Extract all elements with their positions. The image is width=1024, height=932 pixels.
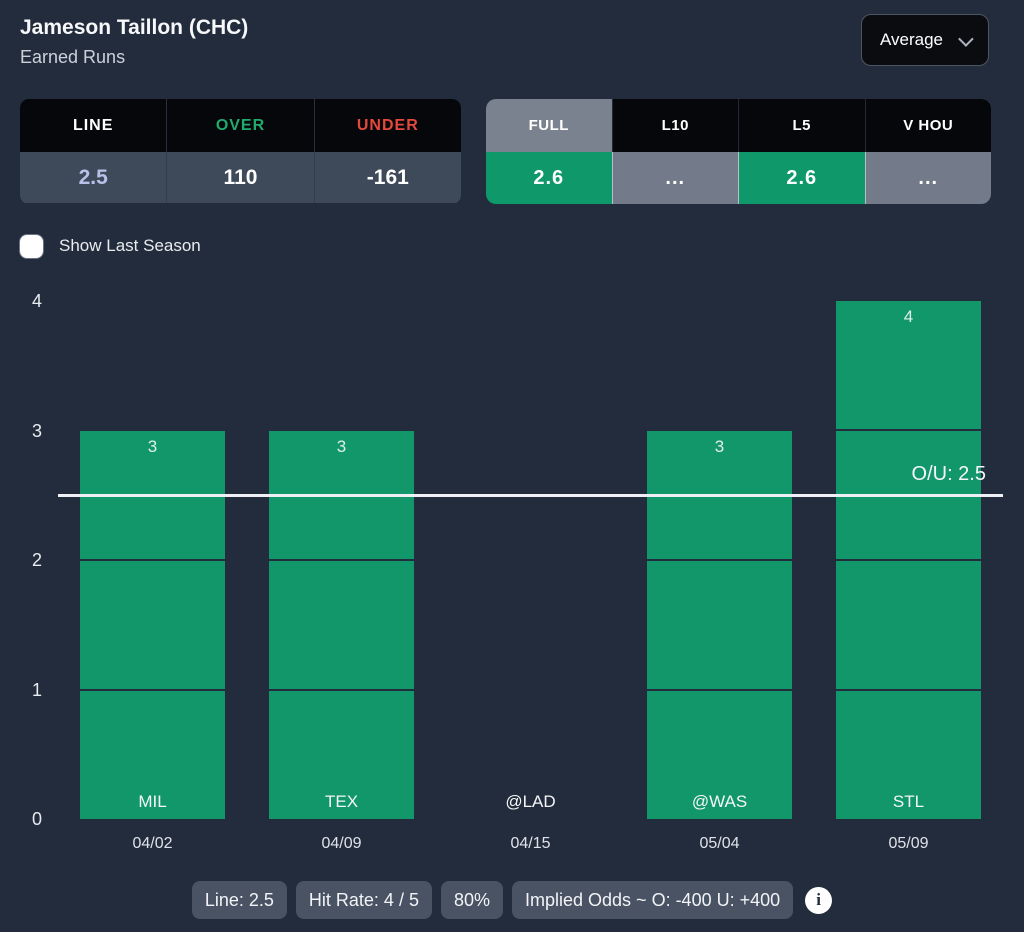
bar-value-label: 3 (714, 436, 725, 456)
bar-segment (79, 688, 226, 819)
bar-value-label: 3 (147, 436, 158, 456)
bar-column-tex: 3 TEX 04/09 (247, 271, 436, 852)
odds-header-under: UNDER (313, 99, 461, 152)
y-axis-tick: 2 (31, 550, 42, 570)
show-last-season-label: Show Last Season (59, 236, 201, 255)
odds-value-under: -161 (313, 152, 461, 203)
x-axis-date-label: 05/04 (699, 835, 740, 852)
summary-badge: Hit Rate: 4 / 5 (295, 881, 432, 919)
tab-value-l5[interactable]: 2.6 (738, 152, 865, 204)
over-under-line-label: O/U: 2.5 (911, 463, 986, 486)
y-axis-tick: 4 (31, 291, 42, 311)
over-under-reference-line (58, 494, 1003, 498)
opponent-label: TEX (324, 792, 359, 811)
opponent-label: @WAS (691, 792, 748, 811)
odds-header-over: OVER (166, 99, 314, 152)
splits-tabs-row: FULL L10 L5 V HOU (486, 99, 991, 152)
plot-area: 3 MIL 04/02 3 TEX 04/09 @LAD 04/15 3 @WAS 05/04 4 ST… (58, 271, 1003, 852)
odds-value-over: 110 (166, 152, 314, 203)
bar-segment (646, 688, 793, 819)
bar-segment (268, 688, 415, 819)
tab-l10[interactable]: L10 (611, 99, 738, 152)
bar-segment (835, 429, 982, 559)
summary-badge: Implied Odds ~ O: -400 U: +400 (512, 881, 794, 919)
y-axis-tick: 3 (31, 420, 42, 441)
splits-table: FULL L10 L5 V HOU 2.6... 2.6... (486, 99, 991, 204)
x-axis-date-label: 04/09 (321, 835, 362, 852)
earned-runs-bar-chart: 0 1 2 3 4 3 MIL 04/02 3 TEX 04/09 @LAD 04/15 3 @WAS 05… (0, 271, 1024, 871)
bar[interactable]: 3 (79, 430, 226, 819)
odds-header-line: LINE (20, 99, 167, 152)
bar-segment (79, 558, 226, 689)
bar[interactable]: 4 (835, 301, 982, 819)
summary-badges-row: Line: 2.5 Hit Rate: 4 / 5 80% Implied Odds … (0, 881, 1024, 919)
summary-badge: Line: 2.5 (191, 881, 287, 919)
splits-values-row: 2.6... 2.6... (486, 152, 991, 204)
tab-l5[interactable]: L5 (738, 99, 865, 152)
bar-column-stl: 4 STL 05/09 (814, 271, 1003, 852)
odds-table: LINE OVER UNDER 2.5 110 -161 (20, 99, 461, 204)
tab-value-v-hou[interactable]: ... (864, 152, 991, 204)
odds-table-value-row: 2.5 110 -161 (20, 152, 461, 203)
show-last-season-checkbox[interactable] (20, 234, 43, 258)
tab-value-full[interactable]: 2.6 (486, 152, 612, 204)
page-title: Jameson Taillon (CHC) (20, 16, 249, 39)
chevron-down-icon (958, 30, 974, 47)
opponent-label: @LAD (505, 792, 556, 811)
tab-value-l10[interactable]: ... (611, 152, 738, 204)
badges-group: Line: 2.5 Hit Rate: 4 / 5 80% Implied Odds … (191, 881, 794, 919)
opponent-label: MIL (138, 792, 167, 811)
header-text: Jameson Taillon (CHC) Earned Runs (20, 14, 248, 69)
bar-value-label: 4 (903, 307, 914, 326)
bar-value-label: 3 (336, 436, 347, 456)
summary-badge: 80% (440, 881, 503, 919)
stat-mode-dropdown[interactable]: Average (860, 14, 989, 66)
show-last-season-control: Show Last Season (0, 234, 1024, 258)
info-icon[interactable]: i (805, 886, 833, 914)
x-axis-date-label: 05/09 (888, 835, 929, 852)
odds-value-line: 2.5 (20, 152, 167, 203)
tab-full[interactable]: FULL (486, 99, 612, 152)
x-axis-date-label: 04/02 (132, 835, 173, 852)
y-axis-tick: 1 (31, 679, 42, 700)
bar-column--was: 3 @WAS 05/04 (625, 271, 814, 852)
y-axis-tick: 0 (31, 809, 42, 829)
bar-segment (646, 558, 793, 689)
bar-segment (835, 559, 982, 689)
bar[interactable]: 3 (646, 430, 793, 819)
tab-v-hou[interactable]: V HOU (864, 99, 991, 152)
bar-segment (835, 689, 982, 819)
bar-segment (268, 558, 415, 689)
bar-column--lad: @LAD 04/15 (436, 271, 625, 852)
header: Jameson Taillon (CHC) Earned Runs Averag… (0, 0, 1024, 69)
stats-row: LINE OVER UNDER 2.5 110 -161 FULL L10 L5 V HOU … (0, 99, 1024, 204)
stat-type-label: Earned Runs (20, 47, 126, 67)
bar-column-mil: 3 MIL 04/02 (58, 271, 247, 852)
opponent-label: STL (892, 792, 925, 811)
odds-table-header-row: LINE OVER UNDER (20, 99, 461, 152)
stat-mode-selected-value: Average (879, 30, 943, 49)
x-axis-date-label: 04/15 (510, 835, 551, 852)
bar[interactable]: 3 (268, 430, 415, 819)
